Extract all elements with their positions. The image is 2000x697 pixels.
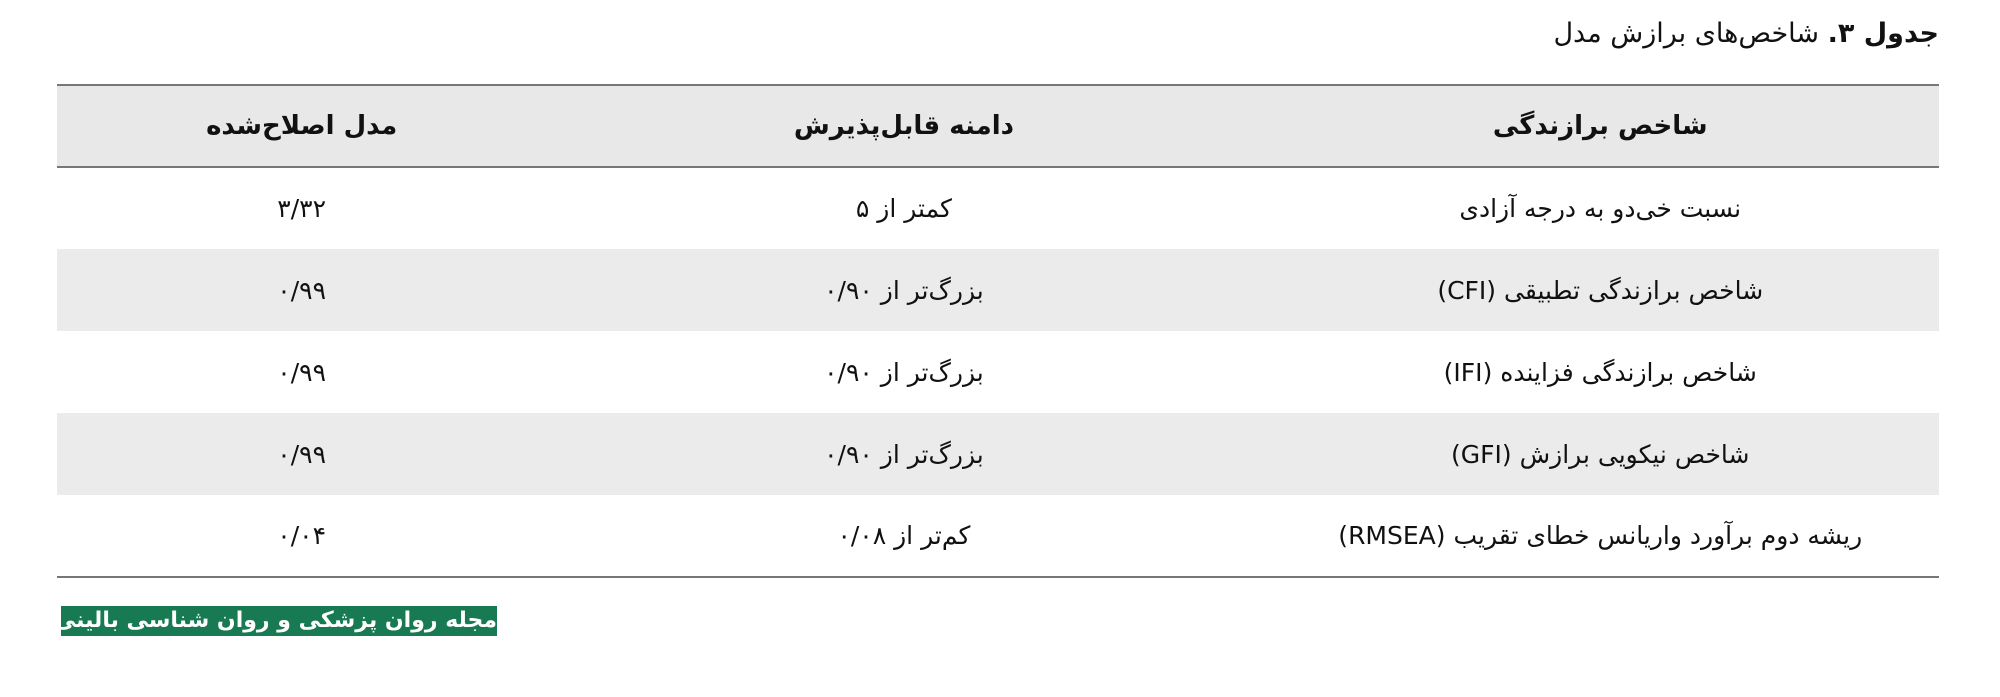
caption-title: شاخص‌های برازش مدل (1553, 18, 1819, 49)
table-caption: جدول ۳. شاخص‌های برازش مدل (1553, 18, 1939, 49)
cell-value: ۰/۹۹ (277, 275, 327, 305)
header-acceptable-range: دامنه قابل‌پذیرش (546, 84, 1262, 168)
cell-range: بزرگ‌تر از ۰/۹۰ (824, 357, 984, 387)
fit-indices-table: شاخص برازندگی دامنه قابل‌پذیرش مدل اصلاح… (57, 84, 1939, 578)
cell-value: ۰/۰۴ (277, 521, 327, 550)
cell-index: نسبت خی‌دو به درجه آزادی (1459, 194, 1742, 223)
table-row: شاخص نیکویی برازش (GFI) بزرگ‌تر از ۰/۹۰ … (57, 413, 1939, 495)
header-modified-model: مدل اصلاح‌شده (57, 84, 547, 168)
cell-value: ۰/۹۹ (277, 357, 327, 387)
cell-index: شاخص نیکویی برازش (GFI) (1451, 439, 1750, 469)
table-row: ریشه دوم برآورد واریانس خطای تقریب (RMSE… (57, 495, 1939, 577)
cell-index: ریشه دوم برآورد واریانس خطای تقریب (RMSE… (1338, 521, 1863, 550)
caption-label: جدول ۳. (1827, 18, 1939, 49)
table-row: نسبت خی‌دو به درجه آزادی کمتر از ۵ ۳/۳۲ (57, 167, 1939, 249)
table-header-row: شاخص برازندگی دامنه قابل‌پذیرش مدل اصلاح… (57, 84, 1939, 168)
table-row: شاخص برازندگی فزاینده (IFI) بزرگ‌تر از ۰… (57, 331, 1939, 413)
table-row: شاخص برازندگی تطبیقی (CFI) بزرگ‌تر از ۰/… (57, 249, 1939, 331)
cell-range: بزرگ‌تر از ۰/۹۰ (824, 439, 984, 469)
cell-index: شاخص برازندگی فزاینده (IFI) (1443, 357, 1757, 387)
journal-logo: مجله روان پزشکی و روان شناسی بالینی ایرا… (61, 606, 497, 636)
cell-range: بزرگ‌تر از ۰/۹۰ (824, 275, 984, 305)
cell-value: ۳/۳۲ (277, 194, 327, 223)
cell-index: شاخص برازندگی تطبیقی (CFI) (1437, 275, 1764, 305)
cell-value: ۰/۹۹ (277, 439, 327, 469)
header-fit-index: شاخص برازندگی (1261, 84, 1939, 168)
cell-range: کمتر از ۵ (855, 194, 952, 223)
cell-range: کم‌تر از ۰/۰۸ (837, 521, 971, 550)
